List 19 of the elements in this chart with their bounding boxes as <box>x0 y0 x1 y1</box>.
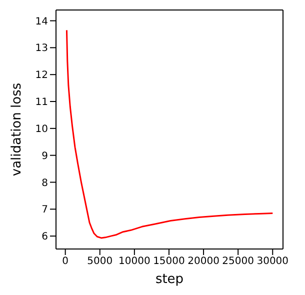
y-tick-label: 6 <box>42 232 48 243</box>
y-tick-label: 11 <box>35 97 48 108</box>
x-tick-label: 10000 <box>118 256 150 268</box>
y-tick-label: 10 <box>35 124 48 135</box>
y-axis-title: validation loss <box>10 82 25 176</box>
line-series <box>66 29 274 239</box>
y-tick-label: 7 <box>42 204 48 216</box>
y-tick-label: 8 <box>42 178 48 189</box>
y-tick-label: 9 <box>42 150 48 162</box>
x-tick-label: 20000 <box>188 256 220 268</box>
x-tick-label: 30000 <box>256 256 289 268</box>
y-tick-label: 12 <box>35 70 48 82</box>
x-tick-label: 5000 <box>87 256 113 268</box>
x-tick-label: 15000 <box>153 256 185 268</box>
x-axis-title: step <box>155 272 184 287</box>
y-tick-label: 13 <box>35 43 48 54</box>
x-tick-label: 25000 <box>222 256 254 268</box>
x-tick-label: 0 <box>62 256 69 268</box>
y-tick-label: 14 <box>35 16 48 28</box>
